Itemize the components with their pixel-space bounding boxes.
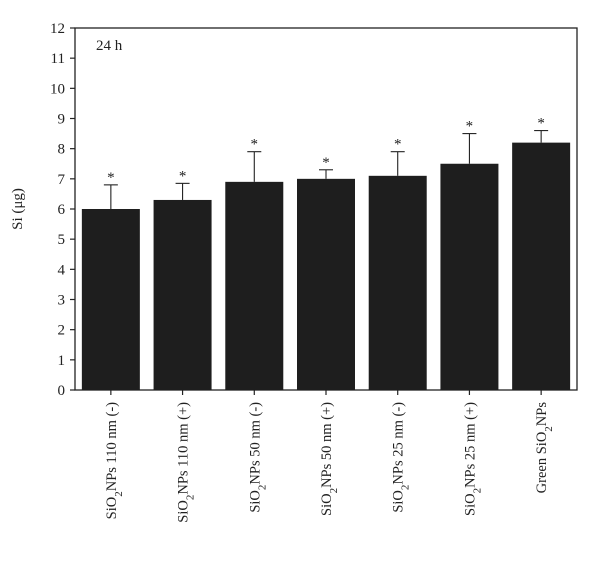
bar [297,178,355,390]
y-tick-label: 2 [58,323,66,339]
bar [512,142,571,390]
significance-marker: * [251,137,259,153]
y-tick-label: 5 [58,232,66,248]
y-axis-label: Si (μg) [10,188,26,230]
y-tick-label: 3 [58,293,66,309]
x-tick-label: SiO2NPs 25 nm (+) [462,402,483,516]
significance-marker: * [466,119,474,135]
x-tick-label: SiO2NPs 50 nm (-) [247,402,268,513]
y-tick-label: 6 [58,202,66,218]
x-tick-label: Green SiO2NPs [534,402,555,494]
bar [153,199,212,390]
x-axis: SiO2NPs 110 nm (-) SiO2NPs 110 nm (+) SiO2… [104,390,555,523]
y-tick-label: 8 [58,142,66,158]
y-tick-label: 10 [50,81,65,97]
x-tick-label: SiO2NPs 110 nm (+) [176,402,197,523]
y-tick-label: 12 [50,21,65,37]
bar [81,209,140,390]
x-tick-label: SiO2NPs 110 nm (-) [104,402,125,520]
significance-marker: * [107,170,115,186]
y-tick-label: 1 [58,353,66,369]
significance-marker: * [322,155,330,171]
y-tick-label: 9 [58,112,66,128]
y-tick-label: 4 [58,262,66,278]
x-tick-label: SiO2NPs 25 nm (-) [391,402,412,513]
y-tick-label: 7 [58,172,66,188]
y-tick-label: 0 [58,383,66,399]
bar [368,175,427,390]
x-tick-label: SiO2NPs 50 nm (+) [319,402,340,516]
significance-marker: * [394,137,402,153]
significance-marker: * [179,168,187,184]
bars-group: * * * * * * * [81,116,571,390]
significance-marker: * [537,116,545,132]
y-tick-label: 11 [51,51,65,67]
panel-label: 24 h [96,38,123,54]
bar [440,163,499,390]
bar [225,181,284,390]
